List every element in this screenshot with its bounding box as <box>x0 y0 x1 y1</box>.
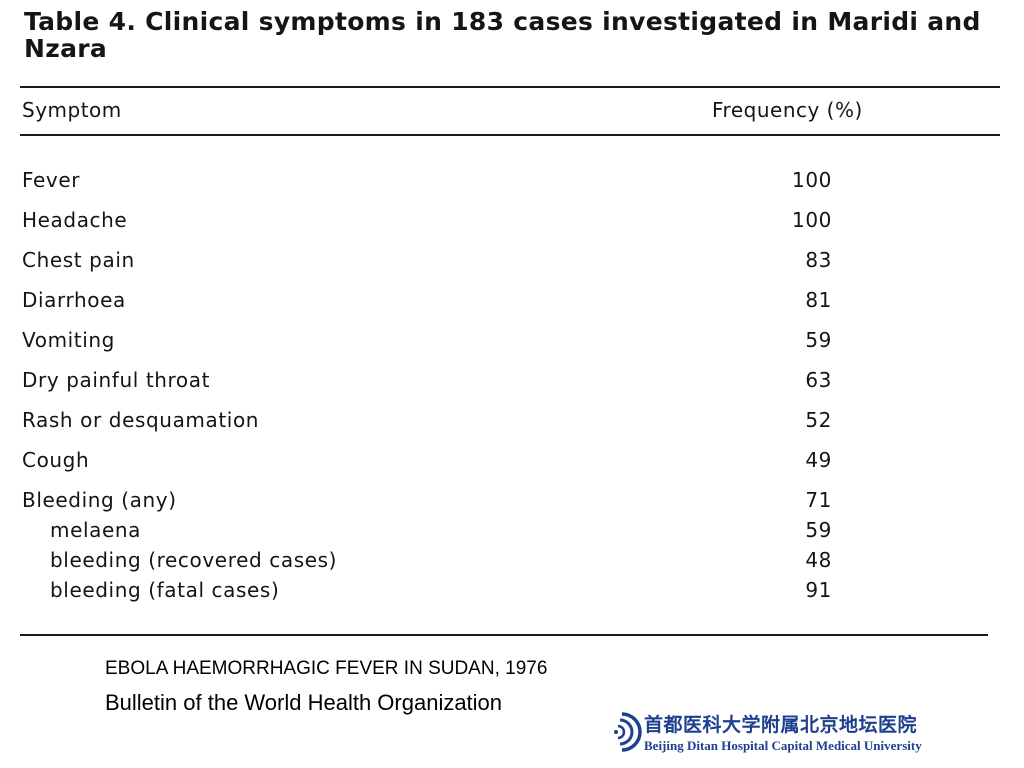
sub-symptom-label: bleeding (fatal cases) <box>50 578 280 602</box>
sub-symptom-label: bleeding (recovered cases) <box>50 548 338 572</box>
source-journal: Bulletin of the World Health Organizatio… <box>105 690 503 715</box>
hospital-logo: 首都医科大学附属北京地坛医院 Beijing Ditan Hospital Ca… <box>600 708 945 758</box>
table-row: melaena 59 <box>0 518 1024 548</box>
frequency-value: 59 <box>805 518 832 542</box>
frequency-value: 59 <box>805 328 832 352</box>
symptom-label: Chest pain <box>22 248 135 272</box>
table-row: Headache 100 <box>0 208 1024 238</box>
table-row: bleeding (fatal cases) 91 <box>0 578 1024 608</box>
frequency-value: 100 <box>792 208 832 232</box>
table-row: Rash or desquamation 52 <box>0 408 1024 438</box>
frequency-value: 81 <box>805 288 832 312</box>
symptom-label: Diarrhoea <box>22 288 126 312</box>
table-row: Bleeding (any) 71 <box>0 488 1024 518</box>
table-row: Dry painful throat 63 <box>0 368 1024 398</box>
sub-symptom-label: melaena <box>50 518 142 542</box>
frequency-value: 71 <box>805 488 832 512</box>
table-title: Table 4. Clinical symptoms in 183 cases … <box>24 7 981 63</box>
table-header-rule <box>20 134 1000 136</box>
symptom-label: Headache <box>22 208 128 232</box>
frequency-value: 48 <box>805 548 832 572</box>
table-row: Vomiting 59 <box>0 328 1024 358</box>
frequency-value: 91 <box>805 578 832 602</box>
symptom-label: Bleeding (any) <box>22 488 177 512</box>
table-row: Cough 49 <box>0 448 1024 478</box>
frequency-value: 49 <box>805 448 832 472</box>
symptom-label: Fever <box>22 168 81 192</box>
symptom-label: Vomiting <box>22 328 115 352</box>
hospital-emblem-icon <box>614 712 642 752</box>
column-header-symptom: Symptom <box>22 98 122 122</box>
table-top-rule <box>20 86 1000 88</box>
frequency-value: 63 <box>805 368 832 392</box>
hospital-name-chinese: 首都医科大学附属北京地坛医院 <box>644 714 918 736</box>
table-bottom-rule <box>20 634 988 636</box>
symptom-label: Dry painful throat <box>22 368 211 392</box>
symptom-label: Rash or desquamation <box>22 408 260 432</box>
column-header-frequency: Frequency (%) <box>712 98 863 122</box>
symptom-label: Cough <box>22 448 90 472</box>
table-row: Chest pain 83 <box>0 248 1024 278</box>
frequency-value: 83 <box>805 248 832 272</box>
table-row: Fever 100 <box>0 168 1024 198</box>
table-row: bleeding (recovered cases) 48 <box>0 548 1024 578</box>
source-title: EBOLA HAEMORRHAGIC FEVER IN SUDAN, 1976 <box>105 658 548 679</box>
hospital-name-english: Beijing Ditan Hospital Capital Medical U… <box>644 738 922 753</box>
frequency-value: 100 <box>792 168 832 192</box>
table-row: Diarrhoea 81 <box>0 288 1024 318</box>
frequency-value: 52 <box>805 408 832 432</box>
